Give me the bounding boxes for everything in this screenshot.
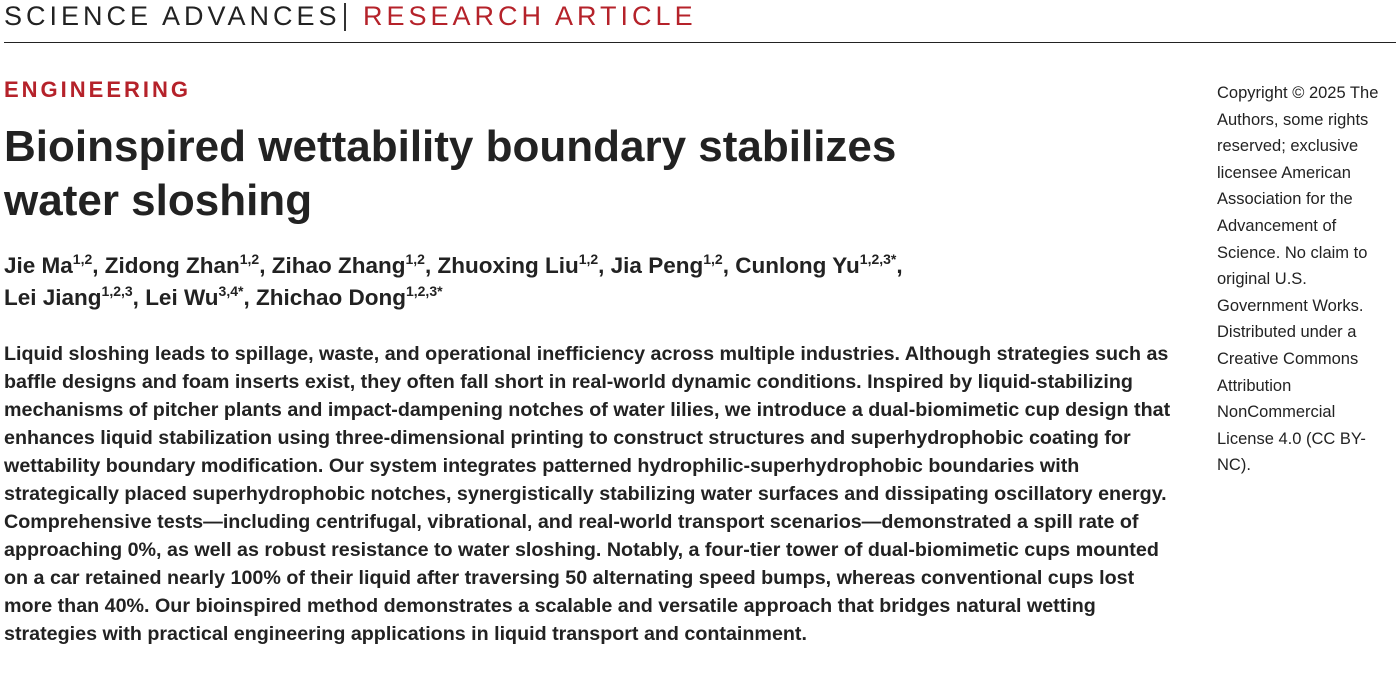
author-separator: , <box>598 253 611 278</box>
author-affiliation: 1,2 <box>703 251 723 267</box>
author-separator: , <box>92 253 105 278</box>
author-name: Zhuoxing Liu <box>437 253 579 278</box>
author[interactable]: Lei Wu3,4*, <box>145 283 256 310</box>
section-label: ENGINEERING <box>4 77 192 102</box>
author[interactable]: Zhichao Dong1,2,3* <box>255 283 443 310</box>
article-type: RESEARCH ARTICLE <box>363 1 697 31</box>
author[interactable]: Cunlong Yu1,2,3*, <box>735 251 903 278</box>
author-name: Lei Wu <box>145 285 219 310</box>
author-separator: , <box>722 253 736 278</box>
journal-header: SCIENCE ADVANCES RESEARCH ARTICLE <box>4 0 1396 43</box>
author-separator: , <box>259 253 272 278</box>
author-separator: , <box>132 285 146 310</box>
title-line: Bioinspired wettability boundary stabili… <box>4 122 897 171</box>
author-affiliation: 3,4* <box>218 283 244 299</box>
author-separator: , <box>896 253 903 278</box>
journal-name: SCIENCE ADVANCES <box>4 1 341 31</box>
author[interactable]: Zidong Zhan1,2, <box>104 251 272 278</box>
author-name: Lei Jiang <box>4 285 102 310</box>
title-line: water sloshing <box>4 176 313 225</box>
author-name: Jia Peng <box>610 253 704 278</box>
author[interactable]: Zhuoxing Liu1,2, <box>437 251 611 278</box>
author-name: Zhichao Dong <box>255 285 406 310</box>
author[interactable]: Lei Jiang1,2,3, <box>4 283 146 310</box>
author-name: Zidong Zhan <box>104 253 240 278</box>
author[interactable]: Jia Peng1,2, <box>610 251 736 278</box>
author-affiliation: 1,2,3 <box>101 283 133 299</box>
author[interactable]: Jie Ma1,2, <box>4 251 105 278</box>
copyright-notice: Copyright © 2025 The Authors, some right… <box>1217 84 1379 475</box>
header-divider <box>344 3 346 31</box>
author-affiliation: 1,2 <box>239 251 260 267</box>
author-separator: , <box>424 253 438 278</box>
author-affiliation: 1,2 <box>578 251 599 267</box>
author-list: Jie Ma1,2, Zidong Zhan1,2, Zihao Zhang1,… <box>4 250 1104 314</box>
author-name: Jie Ma <box>4 253 73 278</box>
author-name: Cunlong Yu <box>735 253 860 278</box>
article-title: Bioinspired wettability boundary stabili… <box>4 120 1004 228</box>
author[interactable]: Zihao Zhang1,2, <box>271 251 438 278</box>
abstract: Liquid sloshing leads to spillage, waste… <box>4 343 1171 645</box>
author-affiliation: 1,2 <box>72 251 93 267</box>
author-name: Zihao Zhang <box>271 253 406 278</box>
author-affiliation: 1,2,3* <box>859 251 897 267</box>
author-separator: , <box>243 285 256 310</box>
author-affiliation: 1,2 <box>405 251 425 267</box>
author-affiliation: 1,2,3* <box>405 283 443 299</box>
